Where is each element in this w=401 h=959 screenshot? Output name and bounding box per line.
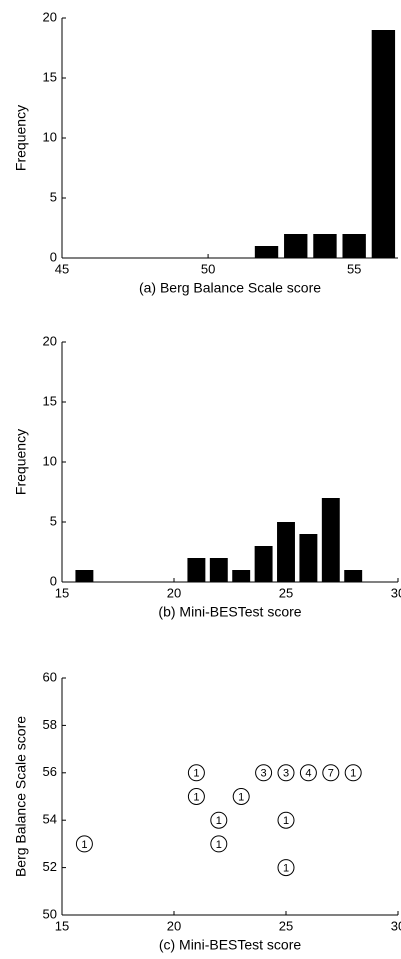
x-tick-label: 45 bbox=[55, 261, 69, 276]
y-tick-label: 15 bbox=[43, 393, 57, 408]
y-tick-label: 0 bbox=[50, 249, 57, 264]
y-tick-label: 52 bbox=[43, 859, 57, 874]
y-tick-label: 54 bbox=[43, 812, 57, 827]
x-axis-label: (b) Mini-BESTest score bbox=[158, 604, 301, 620]
bar bbox=[284, 234, 308, 258]
bar bbox=[277, 522, 295, 582]
point bbox=[210, 835, 228, 853]
bar bbox=[187, 558, 206, 582]
point-count: 1 bbox=[216, 839, 222, 851]
point bbox=[187, 764, 205, 782]
x-tick-label: 20 bbox=[167, 918, 181, 933]
y-tick-label: 50 bbox=[43, 906, 57, 921]
point-count: 1 bbox=[238, 791, 244, 803]
x-tick-label: 15 bbox=[55, 918, 69, 933]
point bbox=[277, 764, 295, 782]
x-tick-label: 50 bbox=[201, 261, 215, 276]
bar bbox=[371, 30, 396, 258]
x-tick-label: 30 bbox=[391, 918, 401, 933]
y-tick-label: 5 bbox=[50, 189, 57, 204]
bar bbox=[254, 246, 279, 258]
bar bbox=[299, 534, 318, 582]
point-count: 3 bbox=[283, 768, 289, 780]
point bbox=[75, 835, 93, 853]
point-count: 4 bbox=[305, 768, 311, 780]
y-tick-label: 20 bbox=[43, 9, 57, 24]
y-tick-label: 10 bbox=[43, 129, 57, 144]
point-count: 1 bbox=[81, 839, 87, 851]
y-tick-label: 60 bbox=[43, 669, 57, 684]
point-count: 1 bbox=[350, 768, 356, 780]
point bbox=[299, 764, 317, 782]
point bbox=[187, 788, 205, 805]
y-tick-label: 15 bbox=[43, 69, 57, 84]
x-tick-label: 15 bbox=[55, 585, 69, 600]
point bbox=[344, 764, 362, 782]
point bbox=[232, 788, 250, 805]
point-count: 1 bbox=[193, 791, 199, 803]
point-count: 1 bbox=[216, 815, 222, 827]
point-count: 1 bbox=[193, 768, 199, 780]
bar bbox=[342, 234, 366, 258]
x-axis-label: (a) Berg Balance Scale score bbox=[139, 280, 321, 296]
x-axis-label: (c) Mini-BESTest score bbox=[159, 937, 302, 953]
x-tick-label: 25 bbox=[279, 918, 293, 933]
y-axis-label: Frequency bbox=[13, 429, 29, 495]
bar bbox=[254, 546, 273, 582]
x-tick-label: 30 bbox=[391, 585, 401, 600]
bar bbox=[75, 570, 94, 582]
bar bbox=[232, 570, 251, 582]
x-tick-label: 20 bbox=[167, 585, 181, 600]
point bbox=[255, 764, 273, 782]
y-tick-label: 56 bbox=[43, 764, 57, 779]
point-count: 1 bbox=[283, 815, 289, 827]
bar bbox=[321, 498, 340, 582]
bar bbox=[344, 570, 363, 582]
point-count: 3 bbox=[261, 768, 267, 780]
y-axis-label: Frequency bbox=[13, 105, 29, 171]
point bbox=[322, 764, 340, 782]
point-count: 1 bbox=[283, 863, 289, 875]
y-tick-label: 5 bbox=[50, 513, 57, 528]
bar bbox=[313, 234, 337, 258]
x-tick-label: 25 bbox=[279, 585, 293, 600]
bar bbox=[209, 558, 228, 582]
y-axis-label: Berg Balance Scale score bbox=[13, 716, 29, 877]
x-tick-label: 55 bbox=[347, 261, 361, 276]
point-count: 7 bbox=[328, 768, 334, 780]
y-tick-label: 20 bbox=[43, 333, 57, 348]
y-tick-label: 58 bbox=[43, 717, 57, 732]
y-tick-label: 0 bbox=[50, 573, 57, 588]
point bbox=[210, 811, 228, 829]
point bbox=[277, 859, 295, 877]
y-tick-label: 10 bbox=[43, 453, 57, 468]
point bbox=[277, 811, 295, 829]
